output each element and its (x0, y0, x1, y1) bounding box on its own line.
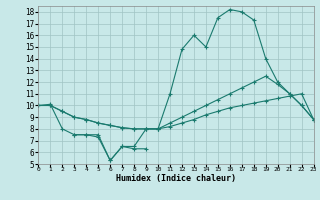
X-axis label: Humidex (Indice chaleur): Humidex (Indice chaleur) (116, 174, 236, 183)
